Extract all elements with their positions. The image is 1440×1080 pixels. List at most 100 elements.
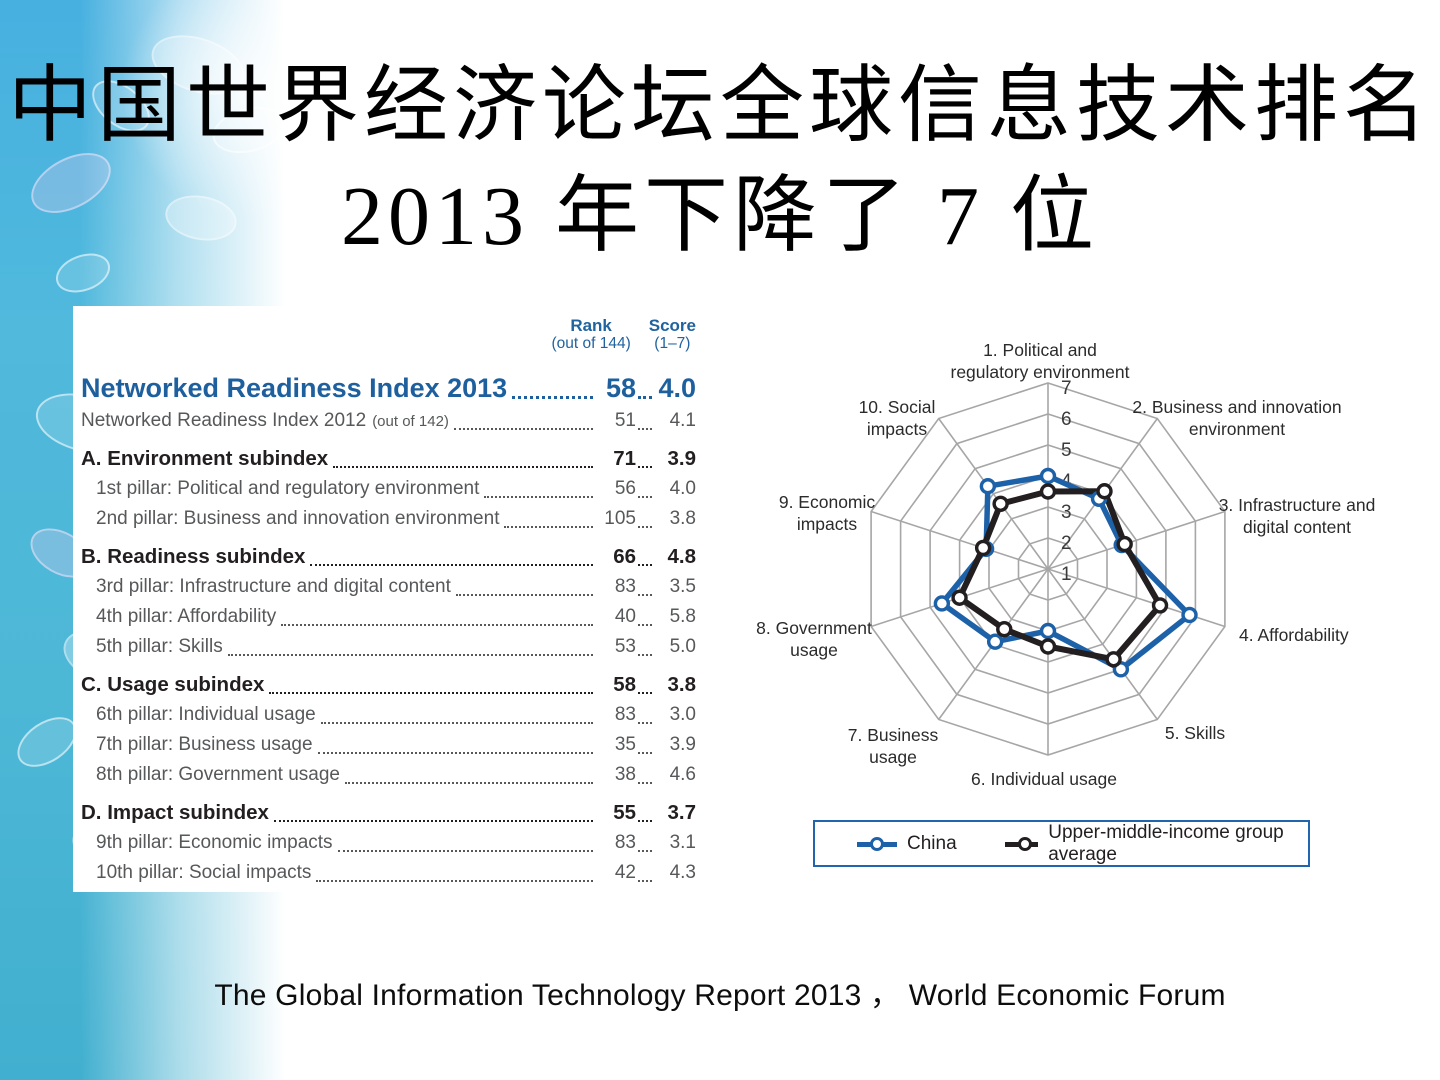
row-rank: 58 [613,673,636,696]
legend-label: China [907,832,957,854]
radar-ring-number: 5 [1061,440,1072,461]
radar-data-marker [951,589,968,606]
legend-entry: Upper-middle-income group average [1004,822,1308,866]
table-column-headers: Rank (out of 144) Score (1–7) [81,316,696,364]
radar-data-marker [996,620,1013,638]
row-label: 4th pillar: Affordability [96,606,277,627]
row-rank: 56 [614,478,636,499]
table-row: B. Readiness subindex 66 4.8 [81,541,696,572]
radar-data-marker [1151,597,1169,614]
row-label: D. Impact subindex [81,801,269,824]
table-row: D. Impact subindex 55 3.7 [81,797,696,828]
dot-leader [317,752,593,754]
row-label: Networked Readiness Index 2012 [81,410,367,431]
radar-data-marker [979,478,997,495]
table-row: 9th pillar: Economic impacts 83 3.1 [81,828,696,858]
dot-leader [344,782,593,784]
radar-ring-number: 7 [1061,378,1072,399]
radar-data-marker [1039,467,1057,485]
radar-data-marker [933,595,951,612]
row-label: 9th pillar: Economic impacts [96,832,333,853]
dot-leader [227,654,593,656]
dot-leader [638,722,652,724]
rank-header-sub: (out of 144) [551,335,631,352]
row-rank: 42 [614,862,636,883]
radar-data-marker [974,539,992,557]
radar-axis-label: 7. Business usage [848,725,939,767]
radar-axis-label: 3. Infrastructure and digital content [1219,495,1376,537]
row-rank: 51 [614,410,636,431]
row-score: 4.6 [669,764,696,785]
row-label: B. Readiness subindex [81,545,306,568]
nri-table-panel: Rank (out of 144) Score (1–7) Networked … [73,306,710,892]
radar-ring-number: 6 [1061,409,1072,430]
row-score: 3.7 [667,801,697,824]
source-citation: The Global Information Technology Report… [214,979,1226,1012]
dot-leader [455,594,593,596]
dot-leader [273,820,593,822]
slide-title: 中国世界经济论坛全球信息技术排名 2013 年下降了 7 位 [0,52,1440,272]
dot-leader [320,722,593,724]
dot-leader [638,820,652,822]
table-row: 6th pillar: Individual usage 83 3.0 [81,700,696,730]
radar-axis-label: 9. Economic impacts [779,492,876,534]
row-score: 4.3 [669,862,696,883]
row-label: A. Environment subindex [81,447,329,470]
radar-axis-label: 1. Political and regulatory environment [951,340,1130,382]
row-score: 3.8 [667,673,697,696]
slide-title-line2: 2013 年下降了 7 位 [340,170,1099,263]
radar-axis-label: 10. Social impacts [859,397,936,439]
radar-data-marker [1096,483,1113,500]
row-rank: 58 [605,373,636,403]
row-label-note: (out of 142) [372,413,449,430]
radar-spoke [1047,510,1226,570]
row-score: 5.8 [669,606,696,627]
row-score: 4.0 [669,478,696,499]
row-rank: 71 [613,447,636,470]
dot-leader [638,782,652,784]
row-label: 5th pillar: Skills [96,636,223,657]
row-label: 8th pillar: Government usage [96,764,340,785]
table-rows-container: A. Environment subindex 71 3.9 1st pillar: … [81,443,696,888]
row-rank: 55 [613,801,636,824]
radar-spoke [870,510,1049,570]
table-row: 5th pillar: Skills 53 5.0 [81,632,696,662]
dot-leader [333,466,593,468]
table-row: 3rd pillar: Infrastructure and digital c… [81,572,696,602]
table-row: 7th pillar: Business usage 35 3.9 [81,730,696,760]
row-label: 1st pillar: Political and regulatory env… [96,478,480,499]
table-row: 10th pillar: Social impacts 42 4.3 [81,858,696,888]
radar-axis-label: 2. Business and innovation environment [1132,397,1341,439]
dot-leader [638,692,652,694]
dot-leader [638,496,652,498]
dot-leader [638,466,652,468]
row-score: 4.1 [669,410,696,431]
row-rank: 38 [614,764,636,785]
table-title-row: Networked Readiness Index 2013 58 4.0 [81,370,696,406]
table-row: A. Environment subindex 71 3.9 [81,443,696,474]
row-label: 6th pillar: Individual usage [96,704,316,725]
row-score: 5.0 [669,636,696,657]
radar-axis-label: 5. Skills [1165,723,1226,743]
row-label: 2nd pillar: Business and innovation envi… [96,508,500,529]
row-score: 3.8 [669,508,696,529]
row-label: 3rd pillar: Infrastructure and digital c… [96,576,451,597]
dot-leader [337,850,593,852]
radar-spoke [1047,568,1158,720]
radar-spoke [938,418,1049,570]
row-score: 3.0 [669,704,696,725]
row-score: 3.1 [669,832,696,853]
row-rank: 105 [604,508,636,529]
row-rank: 53 [614,636,636,657]
dot-leader [638,594,652,596]
table-subtitle-row: Networked Readiness Index 2012 (out of 1… [81,406,696,436]
score-header-label: Score [648,316,696,335]
score-column-header: Score (1–7) [649,316,696,364]
dot-leader [638,564,652,566]
dot-leader [269,692,593,694]
row-rank: 66 [613,545,636,568]
radar-ring-number: 1 [1061,564,1072,585]
dot-leader [484,496,593,498]
dot-leader [504,526,593,528]
